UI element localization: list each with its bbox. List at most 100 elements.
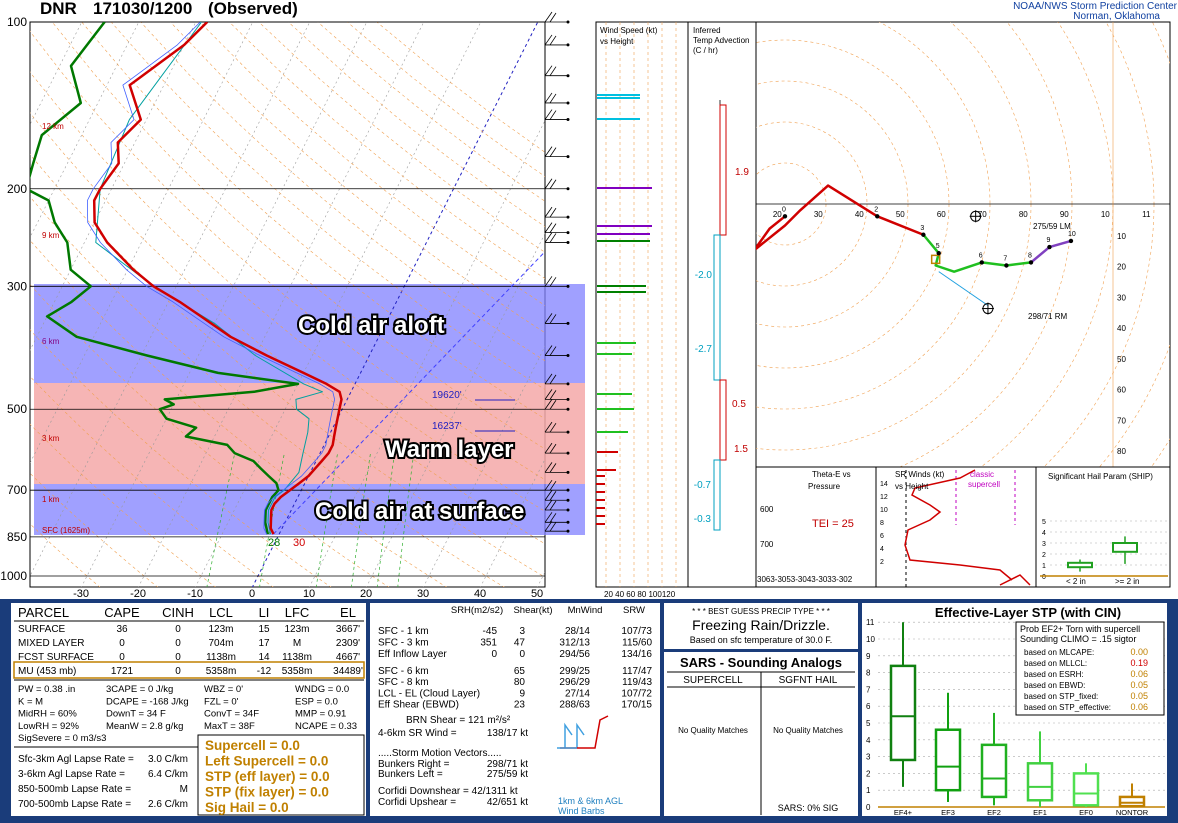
height-tick: 3 km	[42, 434, 60, 443]
advection-panel	[687, 21, 757, 588]
kinematics-cell: 28/14	[565, 626, 590, 637]
left-mover-label: 275/59 LM	[1033, 222, 1071, 231]
mixing-ratio-line	[206, 453, 236, 587]
composite-box	[197, 734, 365, 816]
dry-adiabat	[110, 22, 545, 390]
sars-supercell-nomatch: No Quality Matches	[678, 726, 748, 735]
wind-panel-scale: 20 40 60 80 100120	[604, 590, 676, 599]
parcel-table: PARCEL CAPE CINH LCL LI LFC EL SURFACE 36 0 123m 15…	[14, 605, 364, 677]
isotherm	[366, 232, 545, 587]
parcel-cell: 1138m	[206, 652, 236, 663]
ship-box	[1067, 561, 1093, 569]
kinematics-cell: 80	[514, 677, 526, 688]
wind-barb-dot	[566, 284, 570, 288]
ship-cat-left: < 2 in	[1066, 577, 1086, 586]
thetae-title2: Pressure	[808, 482, 841, 491]
warm-layer-band	[34, 383, 585, 484]
parcel-header: CAPE	[104, 605, 140, 620]
wind-barbs	[544, 11, 570, 533]
hodograph-y-tick: 40	[1117, 324, 1126, 333]
corfidi-up-value: 42/651 kt	[487, 797, 528, 808]
wind-barb-flag	[544, 398, 553, 410]
annotation-warm-layer: Warm layer	[385, 436, 514, 463]
hodograph-x-tick: 11	[1142, 210, 1151, 219]
advection-bars: 1.9 -2.0 -2.7 0.5 1.5 -0.7 -0.3	[596, 100, 749, 531]
ship-cat-right: >= 2 in	[1115, 577, 1139, 586]
hodograph-point	[921, 232, 926, 237]
isotherm	[309, 119, 545, 587]
kinematics-cell: 117/47	[622, 666, 652, 677]
kinematics-cell: Eff Inflow Layer	[378, 649, 447, 660]
bunkers-right-value: 298/71 kt	[487, 759, 528, 770]
dewpoint-profile	[30, 22, 300, 535]
parcel-cell: 1721	[111, 666, 134, 677]
height-labels: 12 km 9 km 6 km 3 km 1 km SFC (1625m)	[42, 122, 90, 535]
hodograph-point	[1047, 244, 1052, 250]
stp-legend-value: 0.06	[1130, 669, 1148, 679]
parcel-cell: SURFACE	[18, 624, 66, 635]
kinematics-cell: 23	[514, 700, 526, 711]
wind-barb-flag	[544, 313, 553, 324]
wind-barb-flag	[544, 499, 553, 511]
wind-barb-dot	[566, 43, 570, 47]
srwind-plot: 14 12 10 8 6 4 2	[880, 469, 1031, 587]
stp-box	[1118, 795, 1146, 808]
temperature-profile	[92, 22, 343, 535]
kinematics-cell: SFC - 1 km	[378, 626, 429, 637]
isotherm	[195, 22, 482, 587]
wind-barb-dot	[566, 498, 570, 502]
wind-barb-dot	[566, 240, 570, 244]
precip-type: Freezing Rain/Drizzle.	[692, 617, 830, 633]
stp-category: EF3	[941, 808, 955, 817]
srwind-height-tick: 10	[880, 507, 888, 514]
parcel-cell: 34489'	[333, 666, 363, 677]
parcel-cell: 5358m	[282, 666, 313, 677]
height-tick: SFC (1625m)	[42, 526, 90, 535]
hodograph-point-label: 3	[920, 225, 924, 232]
sfc-temp-label: 30	[293, 537, 305, 549]
stp-y-tick: 8	[866, 669, 871, 678]
thetae-xticks: 3063-3053-3043-3033-302	[757, 575, 853, 584]
skewt-grid	[30, 22, 545, 587]
wind-barb-flag	[549, 35, 557, 46]
wind-barb-flag	[549, 390, 557, 400]
wind-barb-flag	[544, 232, 553, 243]
wind-barb-flag	[544, 490, 553, 501]
wind-barb-flag	[549, 93, 557, 104]
srwind-height-tick: 6	[880, 533, 884, 540]
ship-y-tick: 1	[1042, 563, 1046, 570]
srwind-supercell: supercell	[968, 480, 1000, 489]
lapse-rates: Sfc-3km Agl Lapse Rate = 3.0 C/km 3-6km Ag…	[18, 754, 188, 810]
kinematics-header: Shear(kt)	[513, 605, 552, 616]
wind-barb-dot	[566, 118, 570, 122]
kinematics-cell: 9	[519, 688, 525, 699]
srwind-title2: vs Height	[895, 482, 929, 491]
hodograph-x-tick: 80	[1019, 210, 1028, 219]
wind-barb-flag	[544, 92, 553, 104]
parcel-cell: 123m	[284, 624, 309, 635]
pressure-tick: 300	[7, 279, 27, 293]
parcel-cell: 15	[258, 624, 270, 635]
composite-param: Left Supercell = 0.0	[205, 754, 328, 769]
wind-barb-flag	[549, 223, 557, 233]
wind-panel-title1: Wind Speed (kt)	[600, 26, 658, 35]
pressure-tick: 700	[7, 483, 27, 497]
kinematics-cell: 0	[519, 649, 525, 660]
sfc-dew-label: 28	[268, 537, 280, 549]
hodograph-point-label: 7	[1003, 256, 1007, 263]
advection-title1: Inferred	[693, 26, 721, 35]
kinematics-cell: 3	[519, 626, 525, 637]
wind-barb-flag	[549, 12, 557, 23]
srwind-panel	[875, 466, 1037, 588]
wind-barb-flag	[549, 147, 557, 157]
barb-caption2: Wind Barbs	[558, 806, 605, 816]
kinematics-cell: 312/13	[559, 638, 590, 649]
dry-adiabat	[30, 196, 505, 587]
srwind-classic: classic	[970, 470, 994, 479]
wind-barb-flag	[549, 500, 557, 511]
cold-surface-band	[34, 484, 585, 535]
composite-param: STP (eff layer) = 0.0	[205, 769, 330, 784]
wind-barb-flag	[549, 346, 557, 356]
right-mover-label: 298/71 RM	[1028, 312, 1067, 321]
